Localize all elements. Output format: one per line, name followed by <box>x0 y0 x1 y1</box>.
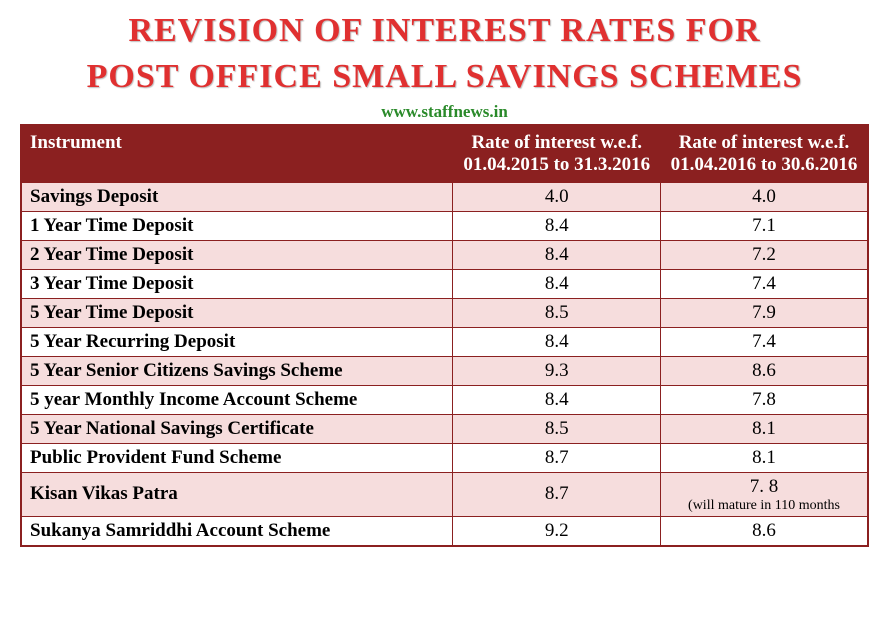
cell-rate2: 7.8 <box>660 385 868 414</box>
cell-rate1: 9.3 <box>453 356 661 385</box>
title-line-1: Revision of Interest Rates for <box>128 12 760 49</box>
cell-instrument: 2 Year Time Deposit <box>21 240 453 269</box>
table-row: 1 Year Time Deposit8.47.1 <box>21 211 868 240</box>
cell-rate1: 8.5 <box>453 298 661 327</box>
cell-rate1: 8.4 <box>453 211 661 240</box>
cell-rate1: 8.4 <box>453 327 661 356</box>
cell-rate2: 7.2 <box>660 240 868 269</box>
cell-rate1: 8.5 <box>453 414 661 443</box>
cell-rate1: 8.4 <box>453 385 661 414</box>
table-row: 2 Year Time Deposit8.47.2 <box>21 240 868 269</box>
cell-instrument: 5 Year Time Deposit <box>21 298 453 327</box>
cell-rate2: 7.1 <box>660 211 868 240</box>
cell-rate1: 8.7 <box>453 472 661 516</box>
table-row: Savings Deposit4.04.0 <box>21 182 868 211</box>
cell-instrument: Kisan Vikas Patra <box>21 472 453 516</box>
cell-instrument: 3 Year Time Deposit <box>21 269 453 298</box>
table-row: Sukanya Samriddhi Account Scheme9.28.6 <box>21 517 868 547</box>
cell-rate2: 7.4 <box>660 327 868 356</box>
table-row: 5 Year Time Deposit8.57.9 <box>21 298 868 327</box>
cell-rate2: 8.6 <box>660 356 868 385</box>
rates-table: Instrument Rate of interest w.e.f. 01.04… <box>20 124 869 547</box>
title-line-2: Post Office Small Savings Schemes <box>87 58 803 95</box>
cell-rate1: 9.2 <box>453 517 661 547</box>
header-instrument: Instrument <box>21 125 453 183</box>
cell-instrument: 5 Year Senior Citizens Savings Scheme <box>21 356 453 385</box>
cell-rate2: 7. 8(will mature in 110 months <box>660 472 868 516</box>
rate2-value: 7. 8 <box>750 476 779 497</box>
cell-instrument: Sukanya Samriddhi Account Scheme <box>21 517 453 547</box>
cell-rate2: 8.6 <box>660 517 868 547</box>
rate2-note: (will mature in 110 months <box>669 498 859 513</box>
page-title: Revision of Interest Rates for Post Offi… <box>20 8 869 100</box>
table-row: 5 Year Senior Citizens Savings Scheme9.3… <box>21 356 868 385</box>
cell-instrument: 5 Year Recurring Deposit <box>21 327 453 356</box>
table-row: 3 Year Time Deposit8.47.4 <box>21 269 868 298</box>
table-row: Public Provident Fund Scheme8.78.1 <box>21 443 868 472</box>
cell-instrument: 5 Year National Savings Certificate <box>21 414 453 443</box>
cell-rate1: 8.7 <box>453 443 661 472</box>
table-row: 5 Year National Savings Certificate8.58.… <box>21 414 868 443</box>
table-row: 5 Year Recurring Deposit8.47.4 <box>21 327 868 356</box>
cell-rate2: 8.1 <box>660 443 868 472</box>
cell-rate1: 8.4 <box>453 240 661 269</box>
table-row: 5 year Monthly Income Account Scheme8.47… <box>21 385 868 414</box>
cell-rate1: 4.0 <box>453 182 661 211</box>
cell-rate2: 4.0 <box>660 182 868 211</box>
cell-rate2: 8.1 <box>660 414 868 443</box>
table-body: Savings Deposit4.04.01 Year Time Deposit… <box>21 182 868 546</box>
cell-instrument: Savings Deposit <box>21 182 453 211</box>
cell-rate2: 7.4 <box>660 269 868 298</box>
cell-rate1: 8.4 <box>453 269 661 298</box>
table-row: Kisan Vikas Patra8.77. 8(will mature in … <box>21 472 868 516</box>
table-header-row: Instrument Rate of interest w.e.f. 01.04… <box>21 125 868 183</box>
header-rate2: Rate of interest w.e.f. 01.04.2016 to 30… <box>660 125 868 183</box>
header-rate1: Rate of interest w.e.f. 01.04.2015 to 31… <box>453 125 661 183</box>
cell-rate2: 7.9 <box>660 298 868 327</box>
cell-instrument: Public Provident Fund Scheme <box>21 443 453 472</box>
website-link: www.staffnews.in <box>20 102 869 122</box>
cell-instrument: 5 year Monthly Income Account Scheme <box>21 385 453 414</box>
cell-instrument: 1 Year Time Deposit <box>21 211 453 240</box>
